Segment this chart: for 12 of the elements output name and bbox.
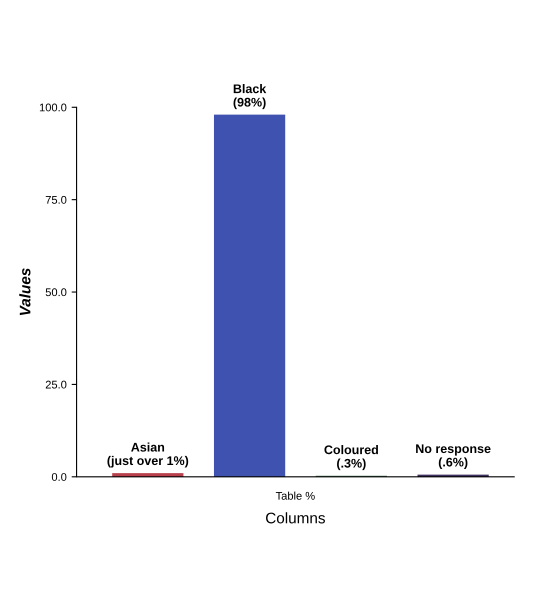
data-label: Asian (just over 1%) <box>107 442 188 468</box>
y-tick-label: 100.0 <box>40 104 66 112</box>
data-label: No response (.6%) <box>416 444 491 470</box>
y-axis-title: Values <box>19 268 30 316</box>
text: Table % <box>276 492 315 500</box>
data-label: Coloured (.3%) <box>324 445 378 470</box>
data-label: Black (98%) <box>234 84 266 110</box>
y-tick-label: 25.0 <box>46 380 66 389</box>
y-tick-label: 75.0 <box>46 196 66 204</box>
y-tick-label: 50.0 <box>46 288 66 296</box>
x-axis-title: Columns <box>266 512 325 524</box>
y-tick-label: 0.0 <box>52 473 66 481</box>
